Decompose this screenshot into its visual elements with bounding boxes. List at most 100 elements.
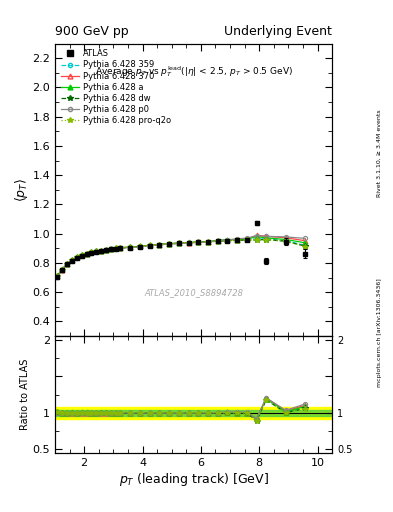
Pythia 6.428 p0 [254, 233, 259, 239]
Pythia 6.428 370 [186, 240, 191, 246]
Pythia 6.428 pro-q2o [103, 247, 108, 253]
Pythia 6.428 dw [89, 249, 94, 255]
Pythia 6.428 p0 [157, 242, 162, 248]
Pythia 6.428 dw [196, 239, 200, 245]
Pythia 6.428 p0 [118, 245, 123, 251]
Pythia 6.428 pro-q2o [215, 238, 220, 244]
Pythia 6.428 pro-q2o [147, 242, 152, 248]
Pythia 6.428 pro-q2o [55, 273, 60, 279]
Pythia 6.428 p0 [70, 258, 74, 264]
Pythia 6.428 370 [118, 245, 123, 251]
Y-axis label: $\langle p_T \rangle$: $\langle p_T \rangle$ [13, 178, 29, 202]
Pythia 6.428 pro-q2o [79, 252, 84, 259]
Line: Pythia 6.428 pro-q2o: Pythia 6.428 pro-q2o [55, 237, 308, 279]
Pythia 6.428 pro-q2o [264, 237, 268, 243]
Pythia 6.428 dw [55, 273, 60, 279]
Pythia 6.428 pro-q2o [138, 243, 142, 249]
Pythia 6.428 dw [157, 242, 162, 248]
Pythia 6.428 p0 [79, 253, 84, 259]
Pythia 6.428 370 [60, 266, 64, 272]
Pythia 6.428 370 [157, 242, 162, 248]
Pythia 6.428 370 [128, 244, 132, 250]
Pythia 6.428 370 [196, 239, 200, 245]
Pythia 6.428 pro-q2o [74, 254, 79, 261]
Pythia 6.428 359 [74, 254, 79, 261]
Pythia 6.428 a [196, 239, 200, 245]
Pythia 6.428 359 [147, 242, 152, 248]
Pythia 6.428 359 [196, 239, 200, 245]
Pythia 6.428 359 [283, 238, 288, 244]
Pythia 6.428 a [176, 240, 181, 246]
Pythia 6.428 p0 [103, 247, 108, 253]
Pythia 6.428 359 [70, 257, 74, 263]
Pythia 6.428 pro-q2o [235, 238, 239, 244]
Pythia 6.428 dw [167, 241, 171, 247]
Pythia 6.428 359 [303, 242, 308, 248]
Pythia 6.428 pro-q2o [60, 266, 64, 272]
Pythia 6.428 pro-q2o [167, 241, 171, 247]
Pythia 6.428 p0 [225, 237, 230, 243]
Legend: ATLAS, Pythia 6.428 359, Pythia 6.428 370, Pythia 6.428 a, Pythia 6.428 dw, Pyth: ATLAS, Pythia 6.428 359, Pythia 6.428 37… [59, 48, 172, 126]
Pythia 6.428 a [235, 237, 239, 243]
Pythia 6.428 359 [167, 241, 171, 247]
Pythia 6.428 dw [108, 246, 113, 252]
Pythia 6.428 370 [254, 232, 259, 238]
Pythia 6.428 p0 [283, 234, 288, 240]
Pythia 6.428 370 [108, 246, 113, 252]
Pythia 6.428 dw [94, 248, 99, 254]
Pythia 6.428 a [215, 238, 220, 244]
Pythia 6.428 p0 [99, 248, 103, 254]
Pythia 6.428 pro-q2o [186, 240, 191, 246]
Pythia 6.428 dw [254, 237, 259, 243]
Pythia 6.428 359 [94, 248, 99, 254]
Pythia 6.428 p0 [55, 273, 60, 280]
Line: Pythia 6.428 359: Pythia 6.428 359 [55, 237, 307, 278]
Pythia 6.428 dw [186, 240, 191, 246]
Pythia 6.428 dw [79, 252, 84, 259]
Pythia 6.428 dw [113, 245, 118, 251]
Pythia 6.428 370 [235, 237, 239, 243]
Pythia 6.428 a [79, 252, 84, 258]
Pythia 6.428 370 [147, 242, 152, 248]
Pythia 6.428 a [206, 239, 210, 245]
X-axis label: $p_T$ (leading track) [GeV]: $p_T$ (leading track) [GeV] [119, 471, 268, 488]
Pythia 6.428 359 [99, 248, 103, 254]
Pythia 6.428 a [147, 242, 152, 248]
Pythia 6.428 a [128, 244, 132, 250]
Pythia 6.428 pro-q2o [254, 237, 259, 243]
Pythia 6.428 pro-q2o [64, 261, 69, 267]
Pythia 6.428 359 [206, 239, 210, 245]
Pythia 6.428 dw [74, 254, 79, 261]
Pythia 6.428 370 [84, 251, 89, 257]
Pythia 6.428 a [186, 240, 191, 246]
Pythia 6.428 359 [60, 266, 64, 272]
Pythia 6.428 a [64, 261, 69, 267]
Pythia 6.428 p0 [264, 233, 268, 240]
Pythia 6.428 370 [103, 247, 108, 253]
Pythia 6.428 p0 [196, 240, 200, 246]
Pythia 6.428 a [108, 246, 113, 252]
Pythia 6.428 dw [264, 237, 268, 243]
Pythia 6.428 a [70, 257, 74, 263]
Pythia 6.428 pro-q2o [118, 245, 123, 251]
Pythia 6.428 359 [235, 237, 239, 243]
Pythia 6.428 359 [84, 251, 89, 257]
Pythia 6.428 dw [84, 251, 89, 257]
Pythia 6.428 a [84, 251, 89, 257]
Pythia 6.428 a [167, 241, 171, 247]
Pythia 6.428 p0 [167, 241, 171, 247]
Pythia 6.428 pro-q2o [108, 246, 113, 252]
Pythia 6.428 359 [55, 273, 60, 279]
Pythia 6.428 a [99, 247, 103, 253]
Pythia 6.428 pro-q2o [113, 245, 118, 251]
Pythia 6.428 p0 [108, 246, 113, 252]
Pythia 6.428 dw [235, 238, 239, 244]
Pythia 6.428 p0 [244, 235, 249, 241]
Pythia 6.428 p0 [74, 255, 79, 261]
Pythia 6.428 359 [103, 247, 108, 253]
Pythia 6.428 370 [215, 238, 220, 244]
Pythia 6.428 p0 [138, 244, 142, 250]
Pythia 6.428 dw [118, 245, 123, 251]
Pythia 6.428 pro-q2o [176, 240, 181, 246]
Pythia 6.428 dw [138, 244, 142, 250]
